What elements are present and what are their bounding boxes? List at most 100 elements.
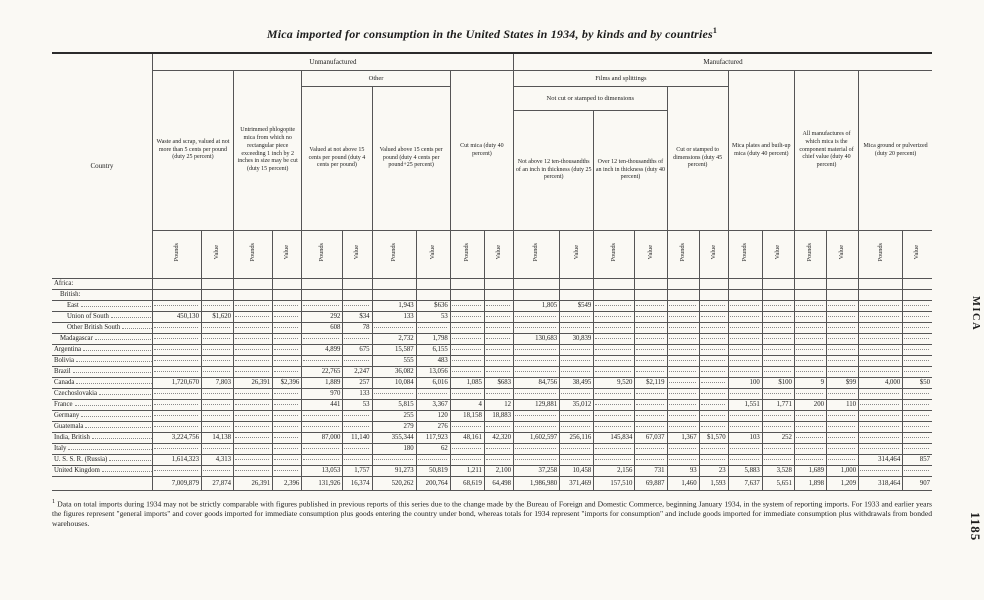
data-cell [858, 278, 904, 290]
data-cell [593, 278, 636, 290]
data-cell: 255 [371, 410, 417, 422]
data-cell [761, 421, 795, 433]
table-row: East 1,943 $636 1,805 $549 [52, 300, 932, 312]
data-cell [233, 322, 274, 334]
data-cell [825, 311, 860, 323]
data-cell [371, 289, 417, 301]
data-cell [858, 366, 904, 378]
data-cell [634, 355, 668, 367]
data-cell [415, 388, 451, 400]
dot-leader [83, 346, 152, 351]
unit-header: Pounds [301, 230, 344, 279]
data-cell [272, 432, 303, 444]
data-cell [858, 300, 904, 312]
data-cell [513, 421, 561, 433]
data-cell: 12 [483, 399, 515, 411]
data-cell [200, 322, 235, 334]
data-cell [272, 443, 303, 455]
data-cell [272, 322, 303, 334]
data-cell [761, 333, 795, 345]
table-row: Argentina 4,899 675 15,587 6,155 [52, 344, 932, 356]
unit-header: Value [761, 230, 795, 279]
data-cell: 16,374 [342, 476, 373, 491]
country-name: Czechoslovakia [54, 390, 98, 397]
unit-header: Pounds [858, 230, 904, 279]
data-cell [902, 421, 932, 433]
table-header: Country Unmanufactured Manufactured Wast… [52, 52, 932, 279]
unit-header-text: Pounds [876, 242, 884, 262]
data-cell [415, 289, 451, 301]
data-cell [593, 454, 636, 466]
data-cell [793, 333, 828, 345]
data-cell [793, 300, 828, 312]
data-cell [200, 344, 235, 356]
country-name: Germany [54, 412, 80, 419]
data-cell [559, 421, 595, 433]
data-cell [513, 311, 561, 323]
data-cell [634, 410, 668, 422]
data-cell: 2,396 [272, 476, 303, 491]
data-cell: 13,056 [415, 366, 451, 378]
data-cell [727, 366, 763, 378]
country-cell: East [52, 300, 153, 312]
data-cell [698, 410, 729, 422]
footnote-mark: 1 [52, 498, 56, 505]
data-cell [233, 300, 274, 312]
data-cell [666, 377, 700, 389]
unit-header-text: Pounds [741, 242, 749, 262]
data-cell [200, 366, 235, 378]
unit-header-text: Pounds [678, 242, 686, 262]
data-cell [902, 333, 932, 345]
data-cell [698, 454, 729, 466]
data-cell [858, 311, 904, 323]
data-cell [272, 355, 303, 367]
data-cell [593, 388, 636, 400]
data-cell [233, 278, 274, 290]
data-cell [761, 355, 795, 367]
data-cell [151, 465, 202, 477]
data-cell [200, 399, 235, 411]
unit-header-text: Pounds [610, 242, 618, 262]
data-cell: 2,732 [371, 333, 417, 345]
footnote: 1 Data on total imports during 1934 may … [52, 498, 932, 528]
data-cell [634, 454, 668, 466]
data-cell: 42,320 [483, 432, 515, 444]
column-header-valued-not-above-15: Valued at not above 15 cents per pound (… [301, 86, 373, 231]
unit-header: Value [559, 230, 595, 279]
data-cell: 26,391 [233, 377, 274, 389]
data-cell: 9 [793, 377, 828, 389]
data-cell [559, 278, 595, 290]
page-number: 1185 [968, 512, 983, 542]
unit-header: Pounds [727, 230, 763, 279]
table-row: Union of South 450,130 $1,620 292 $34 133 53 [52, 311, 932, 323]
country-name [52, 480, 54, 487]
dot-leader [76, 379, 152, 384]
data-cell [858, 322, 904, 334]
data-cell [727, 300, 763, 312]
data-cell: 6,016 [415, 377, 451, 389]
data-cell [301, 333, 344, 345]
data-cell [151, 421, 202, 433]
data-cell [593, 333, 636, 345]
data-cell [858, 465, 904, 477]
data-cell [727, 333, 763, 345]
data-cell [151, 300, 202, 312]
data-cell [727, 289, 763, 301]
data-cell [513, 454, 561, 466]
data-cell [200, 289, 235, 301]
data-cell [233, 289, 274, 301]
dot-leader [81, 412, 152, 417]
data-cell: 68,619 [449, 476, 485, 491]
data-cell [559, 289, 595, 301]
data-cell: 22,765 [301, 366, 344, 378]
data-cell: 483 [415, 355, 451, 367]
data-cell [272, 465, 303, 477]
data-cell [559, 388, 595, 400]
data-cell: 4,313 [200, 454, 235, 466]
data-cell [449, 366, 485, 378]
data-cell [449, 278, 485, 290]
unit-header: Value [483, 230, 515, 279]
data-cell [727, 454, 763, 466]
data-cell [272, 344, 303, 356]
data-cell [233, 311, 274, 323]
